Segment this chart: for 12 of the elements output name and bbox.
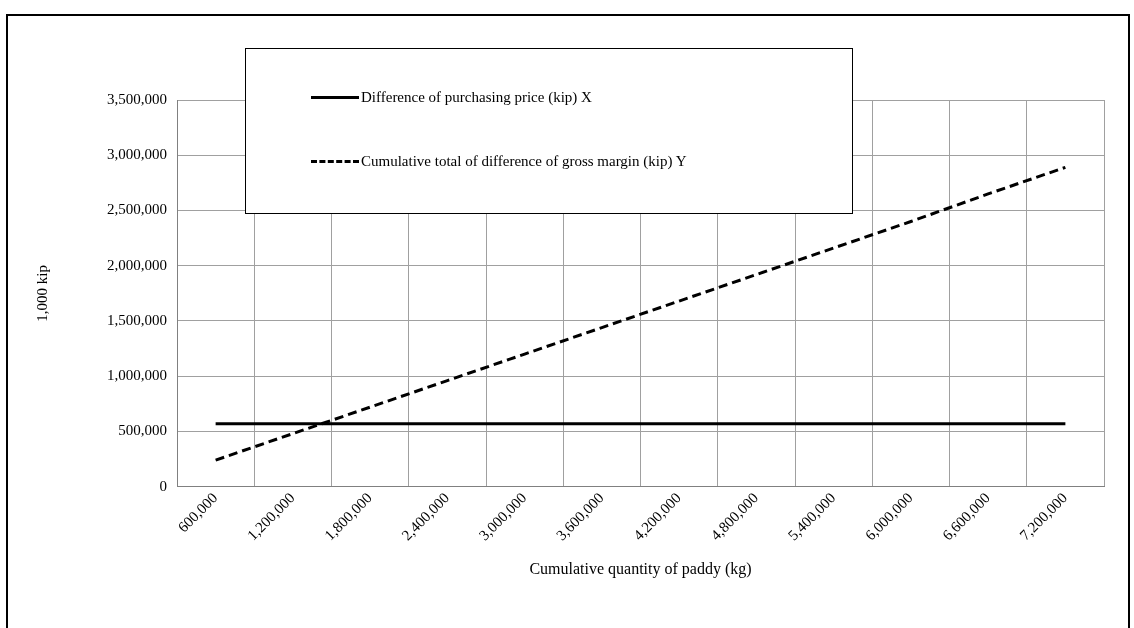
- y-tick-label: 1,000,000: [107, 367, 167, 384]
- y-tick-label: 2,000,000: [107, 256, 167, 273]
- legend-label: Cumulative total of difference of gross margin (kip) Y: [361, 152, 687, 170]
- y-tick-label: 3,000,000: [107, 146, 167, 163]
- y-tick-label: 0: [159, 477, 167, 494]
- y-axis-title: 1,000 kip: [33, 264, 50, 322]
- y-tick-label: 500,000: [118, 422, 167, 439]
- legend-label: Difference of purchasing price (kip) X: [361, 88, 592, 106]
- y-tick-label: 3,500,000: [107, 90, 167, 107]
- y-tick-label: 1,500,000: [107, 311, 167, 328]
- y-tick-label: 2,500,000: [107, 201, 167, 218]
- x-axis-title: Cumulative quantity of paddy (kg): [529, 559, 752, 578]
